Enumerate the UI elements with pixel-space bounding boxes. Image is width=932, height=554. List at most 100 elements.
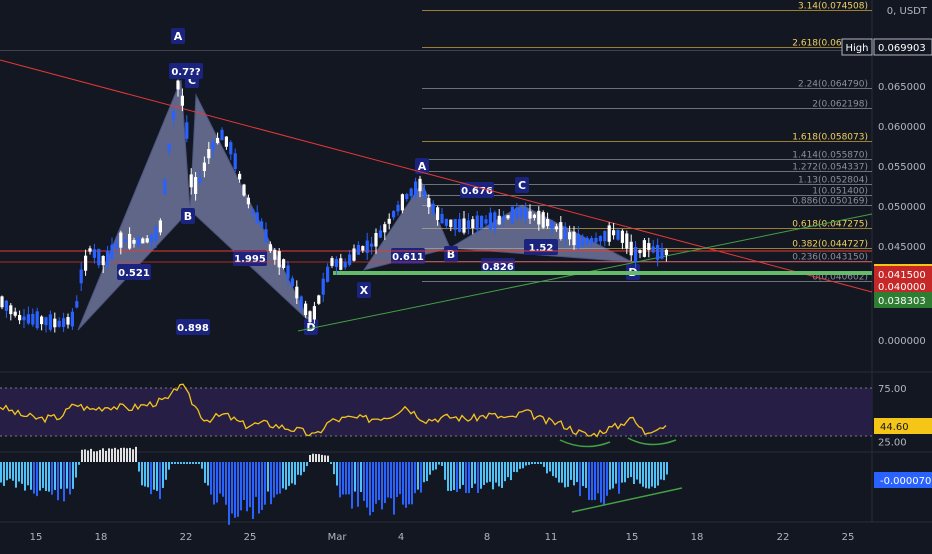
hist-bar [255,462,257,497]
hist-bar [273,462,275,498]
candle-body [524,208,528,220]
hist-bar [468,462,470,494]
time-tick-label: Mar [328,532,348,543]
hist-bar [285,462,287,490]
candle-body [150,233,154,243]
candle-body [625,233,629,249]
hist-bar [480,462,482,489]
time-tick-label: 18 [95,532,108,543]
hist-bar [162,462,164,488]
hist-bar [525,462,527,466]
candle-body [22,316,26,321]
candle-body [185,122,189,139]
candle-body [220,129,224,141]
hist-bar [249,462,251,508]
candle-body [9,305,13,315]
candle-body [607,225,611,242]
hist-bar [657,462,659,486]
candle-body [110,244,114,259]
hist-bar [453,462,455,490]
fib-level-label: 1.272(0.054337) [792,163,868,173]
candle-body [251,209,255,213]
hist-bar [594,462,596,500]
candle-body [356,244,360,255]
price-badge-value: 0.069903 [878,43,926,54]
hist-bar [312,453,314,462]
fib-level-label: 0(0.040602) [812,273,868,283]
hist-bar [399,462,401,495]
hist-bar [72,462,74,489]
hist-bar [309,454,311,462]
hist-bar [378,462,380,501]
hist-bar [420,462,422,493]
time-axis[interactable] [0,522,932,550]
hist-bar [612,462,614,489]
hist-bar [465,462,467,493]
candle-body [119,232,123,248]
candle-body [101,255,105,266]
hist-bar [96,451,98,462]
hist-bar [168,462,170,470]
hist-bar [618,462,620,494]
pattern-point-label: C [188,74,196,87]
hist-bar [369,462,371,516]
hist-bar [627,462,629,479]
candle-body [392,211,396,218]
price-axis[interactable] [872,0,932,522]
hist-bar [207,462,209,486]
hist-bar [561,462,563,483]
candle-body [75,301,79,308]
hist-bar [654,462,656,489]
candle-body [233,153,237,170]
hist-bar [90,448,92,462]
hist-bar [243,462,245,501]
hist-bar [234,462,236,518]
candle-body [651,246,655,253]
candle-body [189,174,193,188]
price-badge-value: 0.038303 [878,296,926,307]
hist-bar [423,462,425,483]
candle-body [348,254,352,265]
hist-bar [318,454,320,462]
candle-body [444,218,448,226]
hist-bar [48,462,50,492]
hist-bar [333,462,335,475]
fib-level-label: 3.14(0.074508) [798,2,868,12]
candle-body [488,212,492,230]
hist-bar [153,462,155,490]
hist-bar [396,462,398,497]
candle-body [594,237,598,243]
hist-bar [384,462,386,504]
trendline-layer [0,50,873,332]
fib-level-label: 2.24(0.064790) [798,80,868,90]
hist-bar [405,462,407,508]
hist-bar [522,462,524,469]
hist-bar [549,462,551,472]
hist-bar [138,462,140,472]
rsi-badge-value: 44.60 [880,422,909,433]
hist-bar [159,462,161,500]
candle-body [13,311,17,316]
hist-bar [132,449,134,462]
hist-bar [582,462,584,487]
candle-body [656,244,660,260]
candle-body [264,229,268,243]
hist-bar [615,462,617,484]
candle-body [642,240,646,257]
candle-body [598,235,602,242]
hist-bar [516,462,518,473]
hist-bar [540,462,542,464]
hist-bar [177,462,179,464]
hist-bar [624,462,626,483]
pattern-ratio-label: 1.995 [234,254,266,265]
hist-bar [141,462,143,486]
rsi-band [0,388,872,436]
price-pane[interactable] [0,0,872,372]
candle-body [141,238,145,244]
hist-bar [222,462,224,497]
candle-body [484,219,488,224]
hist-bar [495,462,497,483]
red-trendline [0,59,873,293]
